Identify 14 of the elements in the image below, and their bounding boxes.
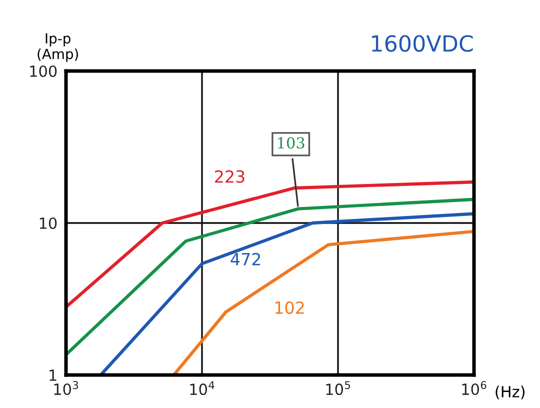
x-tick-label: 10$^{4}$ [190,381,214,396]
x-axis-title: (Hz) [496,386,525,400]
series-label: 472 [230,252,260,266]
y-tick-label: 100 [30,65,57,78]
series-label: 223 [215,170,244,183]
x-tick-label: 10$^{3}$ [54,381,78,396]
series-label: 102 [275,301,304,314]
y-axis-title: Ip-p (Amp) [38,33,78,62]
chart-title: 1600VDC [372,35,473,52]
text: 103 [278,137,304,149]
x-tick-label: 10$^{6}$ [462,381,486,396]
y-tick-label: 10 [40,217,57,230]
x-tick-label: 10$^{5}$ [326,381,350,396]
y-tick-label: 1 [50,370,56,381]
